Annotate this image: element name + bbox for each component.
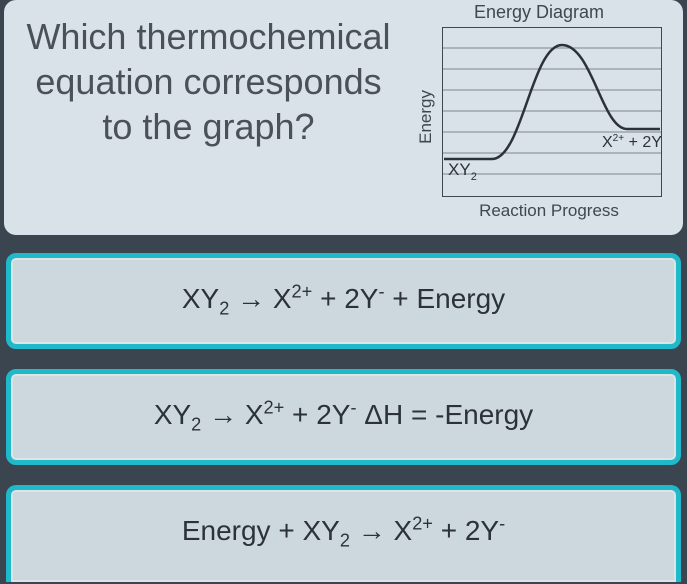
- diagram-title: Energy Diagram: [474, 2, 604, 23]
- energy-diagram: Energy Diagram Energy: [409, 10, 669, 221]
- option-3[interactable]: Energy + XY2 → X2+ + 2Y-: [6, 485, 681, 582]
- diagram-row: Energy XY2 X2+ + 2: [416, 27, 662, 197]
- option-2[interactable]: XY2 → X2+ + 2Y- ΔH = -Energy: [6, 369, 681, 465]
- energy-curve-svg: XY2 X2+ + 2Y: [442, 27, 662, 197]
- option-2-text: XY2 → X2+ + 2Y- ΔH = -Energy: [154, 399, 533, 430]
- question-text: Which thermochemical equation correspond…: [18, 10, 399, 149]
- x-axis-label: Reaction Progress: [479, 201, 619, 221]
- y-axis-label: Energy: [416, 80, 436, 144]
- question-card: Which thermochemical equation correspond…: [4, 0, 683, 235]
- option-3-text: Energy + XY2 → X2+ + 2Y-: [182, 515, 505, 546]
- option-1-text: XY2 → X2+ + 2Y- + Energy: [182, 283, 505, 314]
- option-1[interactable]: XY2 → X2+ + 2Y- + Energy: [6, 253, 681, 349]
- plot-area: XY2 X2+ + 2Y: [442, 27, 662, 197]
- product-label: X2+ + 2Y: [602, 133, 662, 151]
